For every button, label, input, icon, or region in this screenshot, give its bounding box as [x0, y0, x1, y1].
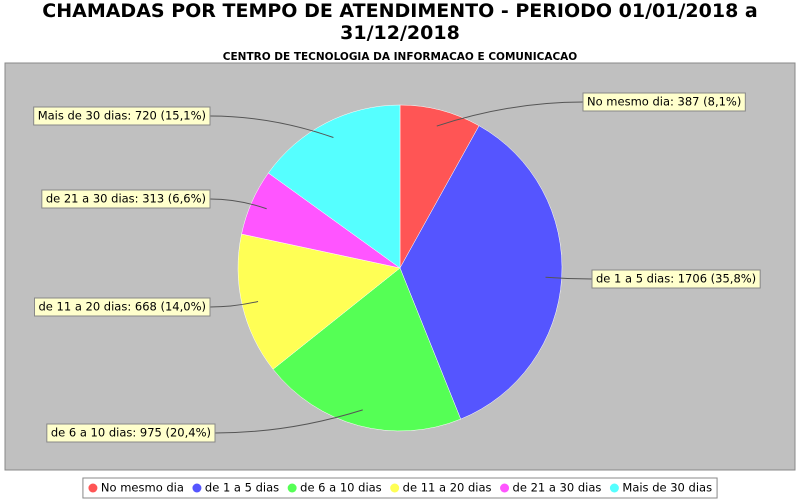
data-label: de 21 a 30 dias: 313 (6,6%) — [46, 192, 206, 206]
label-box — [582, 92, 746, 112]
legend-marker — [500, 483, 510, 493]
legend: No mesmo dia de 1 a 5 dias de 6 a 10 dias d… — [82, 477, 718, 499]
data-label-group: de 11 a 20 dias: 668 (14,0%) — [34, 297, 211, 317]
legend-marker — [609, 483, 619, 493]
label-box — [41, 189, 211, 209]
chart-subtitle: CENTRO DE TECNOLOGIA DA INFORMACAO E COM… — [223, 51, 578, 63]
data-label-group: Mais de 30 dias: 720 (15,1%) — [33, 106, 211, 126]
leader-line — [209, 300, 259, 308]
pie-slice — [237, 233, 401, 370]
pie-slice — [268, 104, 401, 269]
label-box — [46, 423, 216, 443]
data-label: No mesmo dia: 387 (8,1%) — [587, 95, 741, 109]
legend-box — [82, 477, 718, 499]
legend-label: Mais de 30 dias — [622, 481, 712, 495]
leader-line — [436, 101, 584, 127]
leader-line — [209, 115, 334, 138]
legend-label: de 11 a 20 dias — [403, 481, 492, 495]
legend-marker — [287, 483, 297, 493]
legend-marker — [192, 483, 202, 493]
leader-line — [545, 276, 593, 280]
label-box — [34, 297, 211, 317]
label-box — [591, 269, 761, 289]
data-label: de 11 a 20 dias: 668 (14,0%) — [39, 300, 207, 314]
chart-title: CHAMADAS POR TEMPO DE ATENDIMENTO - PERI… — [42, 0, 758, 44]
data-label-group: No mesmo dia: 387 (8,1%) — [582, 92, 746, 112]
data-label: de 6 a 10 dias: 975 (20,4%) — [51, 426, 211, 440]
legend-marker — [390, 483, 400, 493]
data-label-group: de 21 a 30 dias: 313 (6,6%) — [41, 189, 211, 209]
legend-marker — [88, 483, 98, 493]
leader-line — [209, 198, 267, 210]
data-label: Mais de 30 dias: 720 (15,1%) — [38, 109, 206, 123]
legend-label: de 1 a 5 dias — [205, 481, 279, 495]
label-box — [33, 106, 211, 126]
pie-slice — [272, 267, 462, 432]
data-label: de 1 a 5 dias: 1706 (35,8%) — [596, 272, 756, 286]
legend-label: No mesmo dia — [101, 481, 184, 495]
legend-label: de 6 a 10 dias — [300, 481, 382, 495]
leader-line — [214, 409, 363, 434]
legend-label: de 21 a 30 dias — [513, 481, 602, 495]
data-label-group: de 1 a 5 dias: 1706 (35,8%) — [591, 269, 761, 289]
data-label-group: de 6 a 10 dias: 975 (20,4%) — [46, 423, 216, 443]
